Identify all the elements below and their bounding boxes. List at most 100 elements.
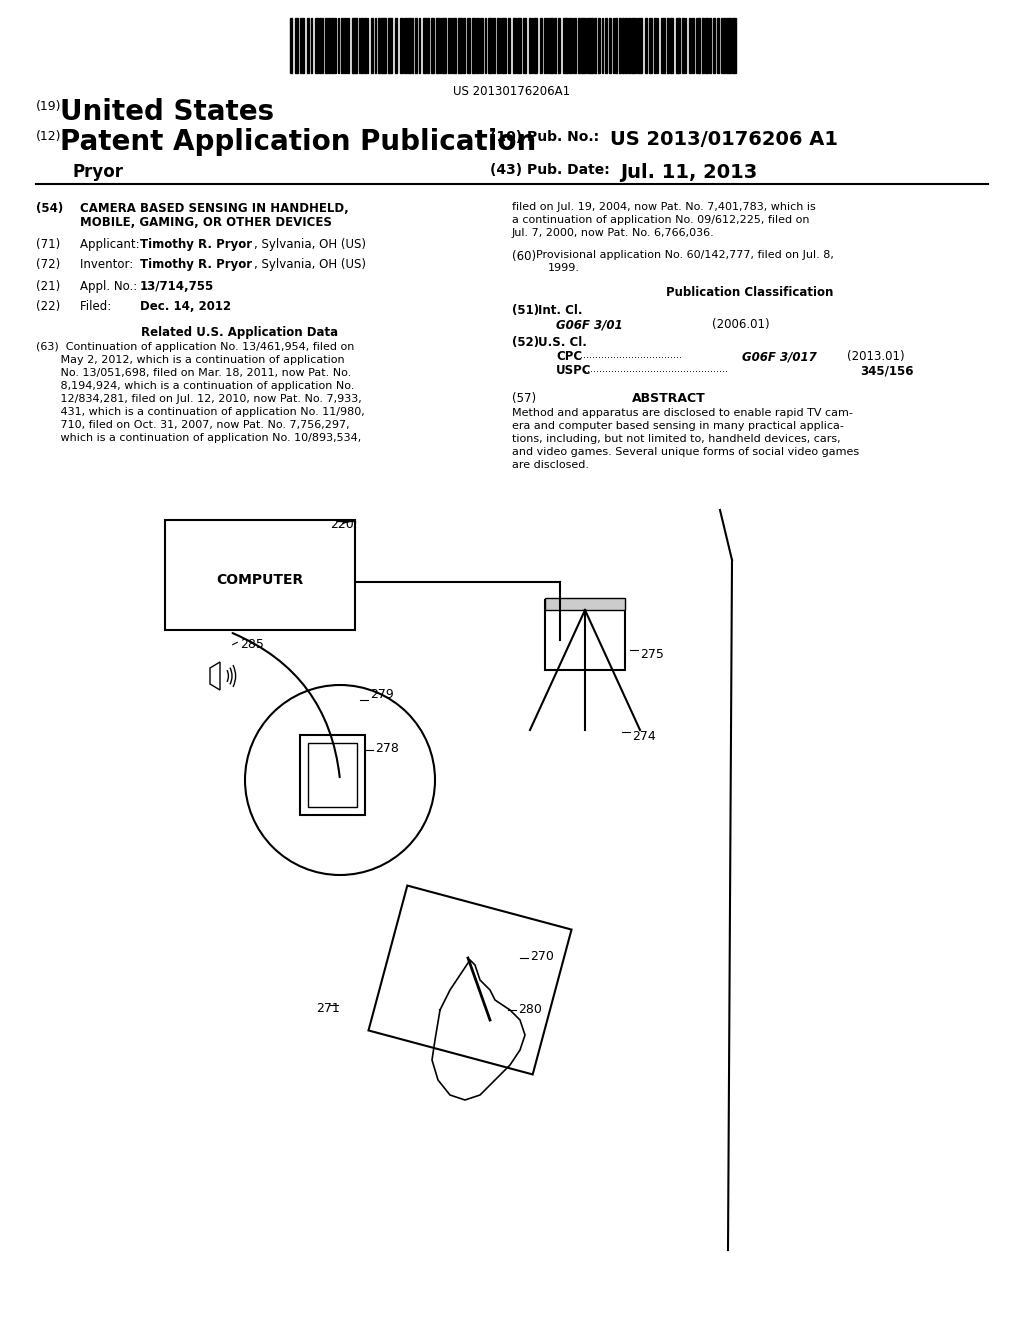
Bar — [325, 18, 327, 73]
Bar — [558, 18, 559, 73]
Text: (22): (22) — [36, 300, 60, 313]
Text: (12): (12) — [36, 129, 61, 143]
Text: 710, filed on Oct. 31, 2007, now Pat. No. 7,756,297,: 710, filed on Oct. 31, 2007, now Pat. No… — [36, 420, 349, 430]
Bar — [653, 18, 655, 73]
Bar — [549, 18, 553, 73]
Text: No. 13/051,698, filed on Mar. 18, 2011, now Pat. No.: No. 13/051,698, filed on Mar. 18, 2011, … — [36, 368, 351, 378]
Text: Jul. 7, 2000, now Pat. No. 6,766,036.: Jul. 7, 2000, now Pat. No. 6,766,036. — [512, 228, 715, 238]
Text: G06F 3/017: G06F 3/017 — [742, 350, 817, 363]
Bar — [531, 18, 534, 73]
Bar — [682, 18, 683, 73]
Bar — [338, 18, 339, 73]
Bar — [442, 18, 446, 73]
Text: 345/156: 345/156 — [860, 364, 913, 378]
Bar — [344, 18, 346, 73]
Bar — [302, 18, 303, 73]
Bar — [300, 735, 365, 814]
Text: 279: 279 — [370, 688, 394, 701]
Bar — [702, 18, 705, 73]
Bar — [609, 18, 610, 73]
Text: 270: 270 — [530, 950, 554, 964]
Bar — [334, 18, 336, 73]
Bar — [615, 18, 616, 73]
Text: filed on Jul. 19, 2004, now Pat. No. 7,401,783, which is: filed on Jul. 19, 2004, now Pat. No. 7,4… — [512, 202, 816, 213]
Bar — [648, 18, 651, 73]
Text: Patent Application Publication: Patent Application Publication — [60, 128, 537, 156]
Bar — [435, 18, 438, 73]
Text: , Sylvania, OH (US): , Sylvania, OH (US) — [254, 257, 366, 271]
Text: 274: 274 — [632, 730, 655, 743]
Bar — [508, 18, 510, 73]
Text: (72): (72) — [36, 257, 60, 271]
Bar — [581, 18, 585, 73]
Bar — [517, 18, 521, 73]
Bar — [328, 18, 330, 73]
Bar — [500, 18, 501, 73]
Bar — [622, 18, 624, 73]
Bar — [423, 18, 426, 73]
Text: (2006.01): (2006.01) — [712, 318, 770, 331]
Text: Provisional application No. 60/142,777, filed on Jul. 8,: Provisional application No. 60/142,777, … — [536, 249, 834, 260]
Bar — [295, 18, 298, 73]
Text: US 2013/0176206 A1: US 2013/0176206 A1 — [610, 129, 838, 149]
Bar — [545, 598, 625, 610]
Text: tions, including, but not limited to, handheld devices, cars,: tions, including, but not limited to, ha… — [512, 434, 841, 444]
Bar — [412, 18, 413, 73]
Bar — [481, 18, 482, 73]
Bar — [574, 18, 575, 73]
Bar — [578, 18, 580, 73]
Bar — [689, 18, 691, 73]
Bar — [598, 18, 599, 73]
Text: (54): (54) — [36, 202, 63, 215]
Text: (43) Pub. Date:: (43) Pub. Date: — [490, 162, 609, 177]
Bar — [381, 18, 386, 73]
Bar — [319, 18, 321, 73]
Bar — [430, 18, 433, 73]
Bar — [308, 743, 357, 807]
Bar — [451, 18, 452, 73]
Bar — [419, 18, 420, 73]
Bar — [662, 18, 665, 73]
Text: which is a continuation of application No. 10/893,534,: which is a continuation of application N… — [36, 433, 361, 444]
Text: (60): (60) — [512, 249, 537, 263]
Bar — [544, 18, 546, 73]
Text: United States: United States — [60, 98, 274, 125]
Bar — [695, 18, 697, 73]
Bar — [588, 18, 593, 73]
Bar — [684, 18, 686, 73]
Bar — [484, 18, 486, 73]
Bar — [341, 18, 343, 73]
Text: G06F 3/01: G06F 3/01 — [556, 318, 623, 331]
Bar — [523, 18, 526, 73]
Bar — [605, 18, 607, 73]
Text: 1999.: 1999. — [548, 263, 580, 273]
Bar — [408, 18, 411, 73]
Bar — [562, 18, 567, 73]
Bar — [645, 18, 646, 73]
Bar — [358, 18, 360, 73]
Text: 278: 278 — [375, 742, 399, 755]
Bar — [306, 18, 308, 73]
Bar — [371, 18, 373, 73]
Text: (71): (71) — [36, 238, 60, 251]
Bar — [463, 18, 465, 73]
Text: 271: 271 — [316, 1002, 340, 1015]
Bar — [631, 18, 635, 73]
Bar — [705, 18, 708, 73]
Bar — [439, 18, 441, 73]
Bar — [586, 18, 587, 73]
Text: Timothy R. Pryor: Timothy R. Pryor — [140, 238, 252, 251]
Bar — [165, 520, 355, 630]
Bar — [361, 18, 362, 73]
Text: Int. Cl.: Int. Cl. — [538, 304, 583, 317]
Bar — [638, 18, 642, 73]
Bar — [395, 18, 397, 73]
Bar — [331, 18, 333, 73]
Text: ABSTRACT: ABSTRACT — [632, 392, 706, 405]
Bar — [628, 18, 630, 73]
Bar — [534, 18, 537, 73]
Text: a continuation of application No. 09/612,225, filed on: a continuation of application No. 09/612… — [512, 215, 810, 224]
Text: CPC: CPC — [556, 350, 582, 363]
Bar — [458, 18, 462, 73]
Bar — [290, 18, 292, 73]
